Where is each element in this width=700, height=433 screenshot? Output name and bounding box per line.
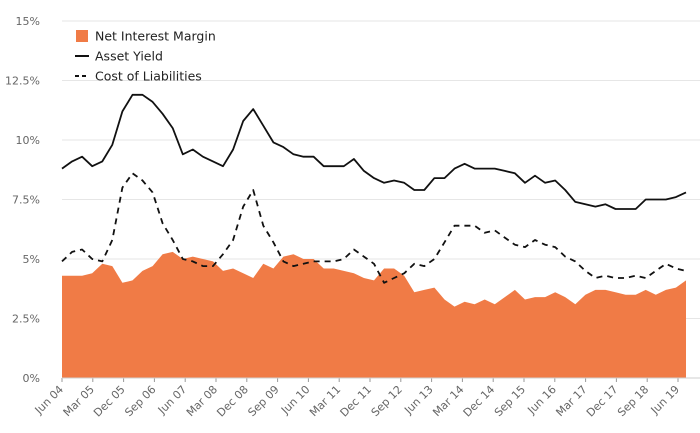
x-tick-label: Jun 19 [648,383,682,417]
x-tick-label: Sep 15 [492,383,528,419]
x-tick-label: Dec 17 [584,383,621,420]
y-tick-label: 15% [16,15,40,28]
x-tick-label: Dec 05 [91,383,128,420]
y-tick-label: 2.5% [12,313,40,326]
area-series-layer [62,251,686,378]
x-tick-label: Mar 11 [307,383,343,419]
line-series-layer [61,93,687,284]
asset-yield-line [61,93,687,210]
net-interest-margin-area [62,251,686,378]
y-tick-label: 0% [23,372,40,385]
x-tick-label: Jun 07 [155,383,189,417]
x-tick-label: Dec 11 [338,383,375,420]
x-tick-label: Sep 12 [369,383,405,419]
x-tick-label: Jun 13 [401,383,435,417]
x-tick-label: Jun 16 [524,383,558,417]
x-tick-label: Mar 05 [61,383,97,419]
legend-label: Net Interest Margin [95,29,216,44]
x-tick-label: Sep 09 [245,383,281,419]
x-tick-label: Mar 14 [430,383,466,419]
x-tick-label: Jun 04 [32,383,66,417]
x-tick-label: Dec 14 [461,383,498,420]
legend-label: Cost of Liabilities [95,69,202,84]
legend: Net Interest Margin Asset Yield Cost of Li… [75,29,216,84]
cost-of-liabilities-line [61,172,687,284]
x-tick-label: Sep 18 [615,383,651,419]
x-tick-label: Jun 10 [278,383,312,417]
y-tick-label: 7.5% [12,194,40,207]
y-tick-label: 10% [16,134,40,147]
legend-swatch-area [76,30,88,42]
x-tick-label: Sep 06 [122,383,158,419]
y-tick-label: 5% [23,253,40,266]
legend-label: Asset Yield [95,49,163,64]
x-tick-label: Dec 08 [214,383,251,420]
x-tick-label: Mar 17 [553,383,589,419]
x-tick-label: Mar 08 [184,383,220,419]
y-tick-label: 12.5% [5,75,40,88]
